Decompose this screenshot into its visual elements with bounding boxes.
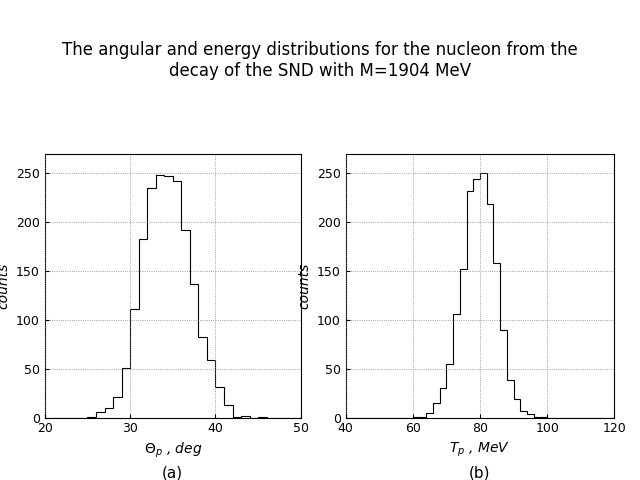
Y-axis label: counts: counts — [298, 263, 311, 309]
X-axis label: $\Theta_p$ , deg: $\Theta_p$ , deg — [143, 441, 202, 460]
Text: The angular and energy distributions for the nucleon from the
decay of the SND w: The angular and energy distributions for… — [62, 41, 578, 80]
X-axis label: $T_p$ , MeV: $T_p$ , MeV — [449, 441, 511, 459]
Text: (b): (b) — [469, 465, 491, 480]
Text: (a): (a) — [162, 465, 184, 480]
Y-axis label: counts: counts — [0, 263, 10, 309]
